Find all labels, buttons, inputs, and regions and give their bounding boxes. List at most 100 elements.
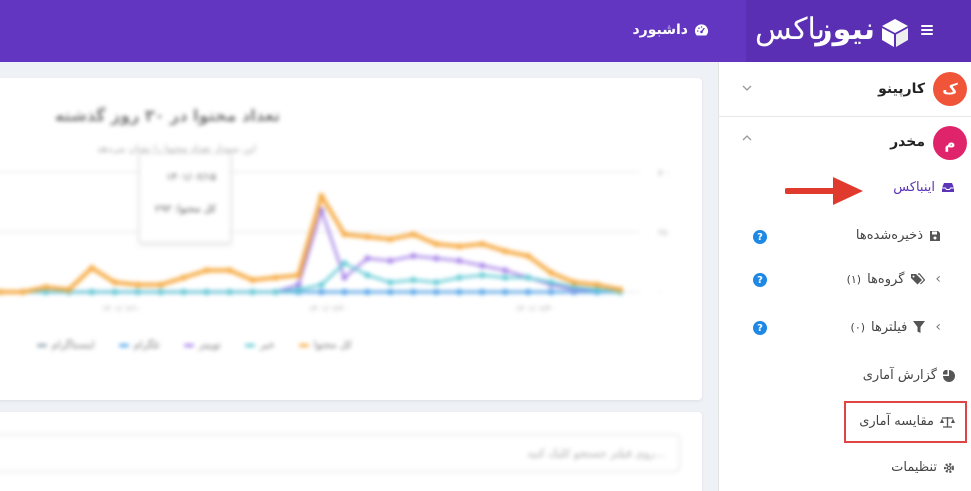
data-point	[433, 289, 440, 295]
chart-legend: کل محتوا خبر توییتر تلگرام اینستاگرام	[0, 340, 352, 351]
search-input[interactable]: روی فیلتر جستجو کلیک کنید...	[0, 434, 680, 472]
data-point	[594, 286, 601, 293]
chart-title: تعداد محتوا در ۳۰ روز گذشته	[54, 106, 280, 125]
filter-icon	[913, 321, 926, 333]
data-point	[180, 289, 187, 295]
data-point	[111, 289, 118, 295]
chevron-up-icon[interactable]	[740, 131, 754, 145]
data-point	[617, 286, 623, 293]
data-point	[42, 289, 49, 295]
data-point	[410, 231, 417, 238]
account-name: مخدر	[890, 134, 925, 150]
data-point	[272, 274, 279, 281]
help-icon[interactable]: ?	[753, 273, 767, 287]
data-point	[249, 289, 256, 295]
data-point	[295, 272, 302, 279]
red-arrow-annotation	[785, 177, 863, 205]
sidebar-item-report[interactable]: گزارش آماری	[718, 362, 971, 392]
line-chart: ۰ ۲۵۰ ۵۰۰ ۱۴۰۱/۰۶/۱۰ ۱۴۰۱/۰۶/۲۰ ۱۴۰۱/۰۶/۳۰	[0, 168, 671, 313]
dashboard-icon	[694, 24, 708, 36]
data-point	[318, 289, 325, 295]
avatar: ک	[933, 72, 967, 106]
data-point	[0, 289, 3, 295]
legend-swatch	[298, 344, 309, 347]
data-point	[479, 272, 486, 279]
save-icon	[930, 230, 940, 241]
sidebar-item-label: فیلترها	[871, 319, 908, 335]
x-tick-label: ۱۴۰۱/۰۶/۱۰	[102, 304, 142, 313]
help-icon[interactable]: ?	[753, 321, 767, 335]
data-point	[364, 255, 371, 262]
sidebar: ک کارپینو م مخدر اینباکس ذخیره‌شده‌ها ? …	[718, 62, 971, 491]
data-point	[479, 262, 486, 269]
data-point	[88, 265, 95, 271]
y-tick-label: ۲۵۰	[658, 228, 671, 237]
x-tick-label: ۱۴۰۱/۰۶/۳۰	[515, 304, 555, 313]
highlight-box	[844, 401, 967, 443]
legend-item[interactable]: اینستاگرام	[36, 340, 95, 351]
sidebar-item-label: گروه‌ها	[867, 271, 905, 287]
data-point	[203, 267, 210, 274]
avatar: م	[933, 126, 967, 160]
sidebar-item-settings[interactable]: تنظیمات	[718, 454, 971, 484]
sidebar-item-count: (۱)	[846, 272, 862, 286]
data-point	[479, 241, 486, 247]
data-point	[387, 236, 394, 243]
data-point	[295, 281, 302, 288]
search-card: روی فیلتر جستجو کلیک کنید...	[0, 412, 702, 491]
data-point	[318, 281, 325, 288]
data-point	[180, 274, 187, 281]
chevron-left-icon: ‹	[935, 319, 941, 335]
data-point	[364, 289, 371, 295]
tooltip-value: کل محتوا: ۲۹۳	[155, 204, 216, 215]
y-tick-label: ۰	[658, 288, 662, 297]
inbox-icon	[942, 183, 954, 192]
data-point	[410, 289, 417, 295]
newsbox-logo-icon	[882, 19, 908, 47]
sidebar-item-filters[interactable]: (۰) فیلترها ‹ ?	[718, 313, 971, 343]
sidebar-item-label: مقایسه آماری	[859, 414, 934, 429]
legend-item[interactable]: کل محتوا	[298, 340, 352, 351]
data-point	[65, 286, 72, 293]
data-point	[525, 253, 532, 259]
sidebar-item-groups[interactable]: (۱) گروه‌ها ‹ ?	[718, 265, 971, 295]
data-point	[364, 233, 371, 240]
sidebar-item-count: (۰)	[850, 320, 866, 334]
data-point	[111, 279, 118, 286]
data-point	[525, 289, 532, 295]
legend-item[interactable]: خبر	[244, 340, 275, 351]
sidebar-item-inbox[interactable]: اینباکس	[718, 174, 971, 204]
sidebar-item-saved[interactable]: ذخیره‌شده‌ها ?	[718, 222, 971, 252]
chart-content: تعداد محتوا در ۳۰ روز گذشته این نمودار ت…	[0, 78, 702, 400]
sidebar-item-label: گزارش آماری	[862, 368, 937, 383]
data-point	[502, 248, 509, 255]
sidebar-item-compare[interactable]: مقایسه آماری	[718, 408, 971, 438]
account-karpino[interactable]: ک کارپینو	[718, 62, 971, 117]
data-point	[203, 289, 210, 295]
data-point	[364, 272, 371, 279]
data-point	[410, 253, 417, 259]
legend-item[interactable]: توییتر	[183, 340, 221, 351]
data-point	[387, 257, 394, 264]
data-point	[456, 274, 463, 281]
data-point	[134, 289, 141, 295]
data-point	[410, 277, 417, 283]
balance-scale-icon	[940, 416, 955, 428]
data-point	[502, 289, 509, 295]
legend-item[interactable]: تلگرام	[118, 340, 160, 351]
account-mokhder[interactable]: م مخدر	[718, 117, 971, 172]
sidebar-item-label: ذخیره‌شده‌ها	[855, 228, 923, 243]
logo-text-light: باکس	[754, 12, 825, 47]
chevron-down-icon[interactable]	[740, 81, 754, 95]
help-icon[interactable]: ?	[753, 230, 767, 244]
hamburger-menu-icon[interactable]	[921, 25, 933, 35]
data-point	[433, 255, 440, 262]
data-point	[295, 286, 302, 293]
sidebar-item-label: تنظیمات	[891, 460, 937, 475]
data-point	[157, 289, 164, 295]
data-point	[42, 284, 49, 291]
page-title-text: داشبورد	[632, 22, 689, 38]
chart-card: تعداد محتوا در ۳۰ روز گذشته این نمودار ت…	[0, 78, 702, 400]
x-tick-label: ۱۴۰۱/۰۶/۲۰	[309, 304, 349, 313]
data-point	[594, 281, 601, 288]
